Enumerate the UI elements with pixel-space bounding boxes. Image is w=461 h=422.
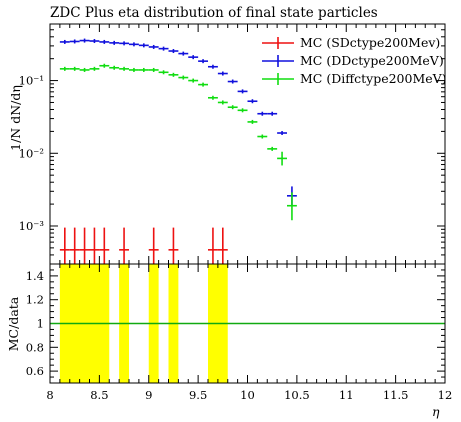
x-tick-label: 10 <box>240 388 255 402</box>
main-series-layer <box>59 38 297 274</box>
data-point-dd <box>178 51 189 56</box>
x-tick-label: 11 <box>339 388 354 402</box>
data-point-dd <box>99 39 110 44</box>
data-point-diff <box>287 192 297 221</box>
x-tick-label: 8 <box>46 388 53 402</box>
data-point-diff <box>69 66 80 71</box>
x-tick-label: 10.5 <box>284 388 310 402</box>
series-diff <box>59 63 297 221</box>
data-point-diff <box>257 134 268 139</box>
y-tick-label: 10⁻² <box>19 146 44 160</box>
ratio-tick-label: 1.2 <box>26 293 44 307</box>
data-point-dd <box>89 39 100 44</box>
ratio-frame <box>49 263 446 384</box>
data-point-diff <box>267 146 278 151</box>
data-point-dd <box>217 71 228 76</box>
data-point-diff <box>158 70 169 75</box>
legend-label-sd: MC (SDctype200Mev) <box>300 35 440 50</box>
data-point-dd <box>69 39 80 44</box>
data-point-diff <box>227 105 238 110</box>
x-tick-label: 11.5 <box>383 388 409 402</box>
y-tick-label: 10⁻³ <box>19 219 45 233</box>
data-point-dd <box>138 43 149 48</box>
data-point-diff <box>148 67 159 72</box>
data-point-diff <box>119 66 129 71</box>
data-point-diff <box>129 67 139 72</box>
ratio-tick-label: 0.6 <box>26 364 44 378</box>
data-point-dd <box>227 79 238 84</box>
legend: MC (SDctype200Mev) MC (DDctype200MeV) MC… <box>262 35 447 86</box>
x-axis-label: η <box>432 404 440 419</box>
data-point-dd <box>168 49 179 54</box>
ratio-tick-label: 1.4 <box>26 269 44 283</box>
data-point-dd <box>267 111 278 116</box>
data-point-dd <box>257 111 268 116</box>
data-point-dd <box>237 89 248 94</box>
ratio-y-axis-label: MC/data <box>6 296 21 351</box>
legend-item-sd: MC (SDctype200Mev) <box>262 35 440 50</box>
data-point-diff <box>59 66 70 71</box>
data-point-dd <box>79 38 90 43</box>
legend-label-dd: MC (DDctype200MeV) <box>300 53 444 68</box>
y-tick-label: 10⁻¹ <box>19 74 44 88</box>
x-tick-label: 9.5 <box>189 388 207 402</box>
data-point-diff <box>178 75 189 80</box>
legend-item-diff: MC (Diffctype200MeV) <box>262 71 447 86</box>
data-point-diff <box>247 119 258 124</box>
data-point-dd <box>247 99 258 104</box>
data-point-diff <box>277 151 287 166</box>
data-point-diff <box>208 95 218 100</box>
x-tick-label: 12 <box>438 388 453 402</box>
data-point-dd <box>158 46 169 51</box>
data-point-dd <box>119 41 129 46</box>
data-point-diff <box>89 66 100 71</box>
legend-label-diff: MC (Diffctype200MeV) <box>300 71 447 86</box>
ratio-tick-label: 1 <box>37 317 44 331</box>
x-tick-label: 9 <box>145 388 152 402</box>
y-axis-label: 1/N dN/dη <box>8 85 23 151</box>
ratio-axis-ticks: 8 8.5 9 9.5 10 10.5 11 11.5 12 0.6 0.8 1 1.2 1.4 <box>26 263 453 402</box>
data-point-dd <box>129 42 139 47</box>
chart-title: ZDC Plus eta distribution of final state… <box>50 5 378 21</box>
data-point-diff <box>237 108 248 113</box>
x-tick-label: 8.5 <box>90 388 108 402</box>
data-point-dd <box>188 55 199 60</box>
data-point-dd <box>208 64 218 69</box>
data-point-dd <box>109 40 120 45</box>
data-point-diff <box>109 65 120 70</box>
data-point-dd <box>59 39 70 44</box>
data-point-diff <box>217 100 228 105</box>
data-point-dd <box>277 131 287 136</box>
data-point-dd <box>148 44 159 49</box>
data-point-diff <box>168 72 179 77</box>
main-panel: 10⁻³ 10⁻² 10⁻¹ <box>19 23 446 274</box>
data-point-diff <box>79 67 90 72</box>
ratio-panel: 8 8.5 9 9.5 10 10.5 11 11.5 12 0.6 0.8 1 1.2 1.4 <box>26 263 453 402</box>
ratio-tick-label: 0.8 <box>26 340 44 354</box>
data-point-diff <box>198 82 208 87</box>
series-dd <box>59 38 297 206</box>
main-axis-ticks: 10⁻³ 10⁻² 10⁻¹ <box>19 24 446 265</box>
legend-item-dd: MC (DDctype200MeV) <box>262 53 444 68</box>
data-point-dd <box>198 59 208 64</box>
data-point-diff <box>188 78 199 83</box>
data-point-diff <box>99 63 110 68</box>
data-point-diff <box>138 67 149 72</box>
